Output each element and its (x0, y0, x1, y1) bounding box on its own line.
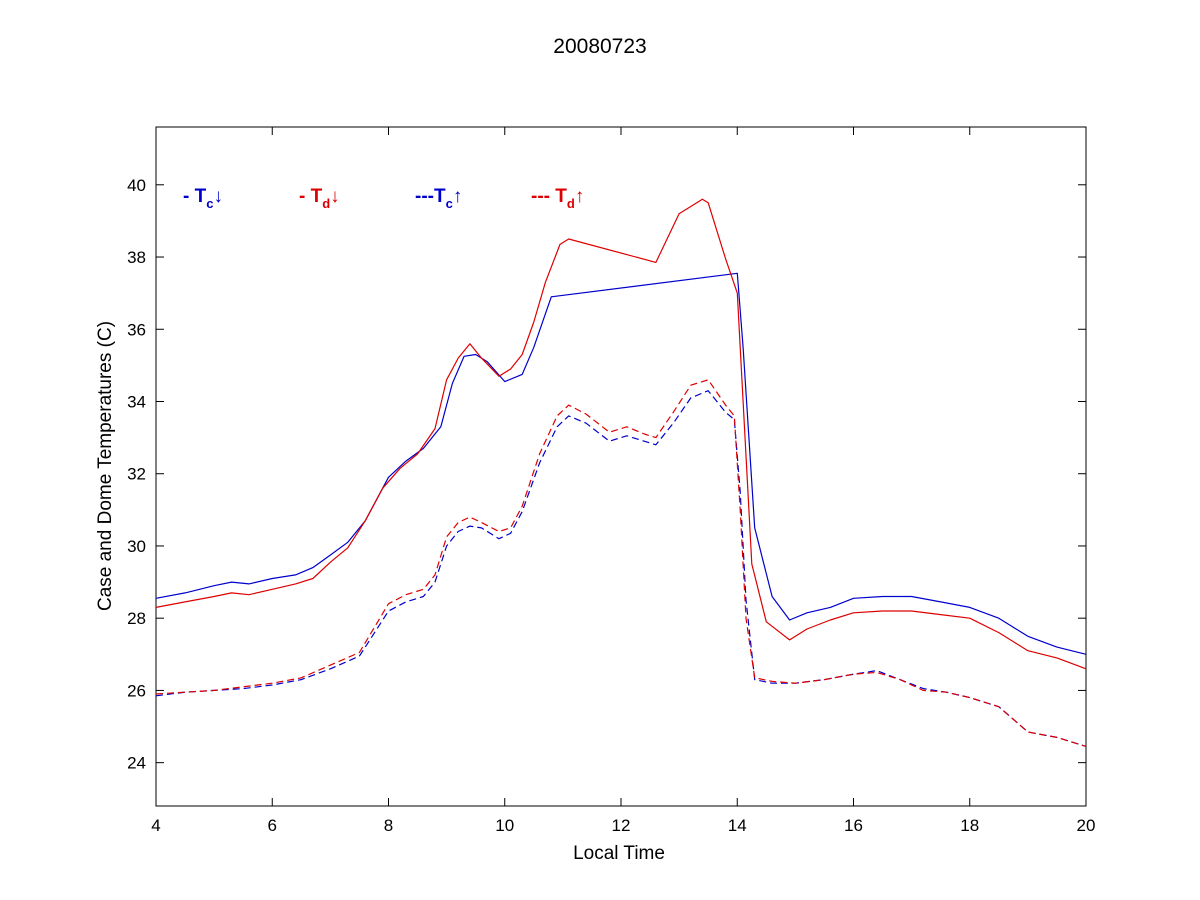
series-layer (155, 198, 1087, 747)
legend: - Tc↓ - Td↓ ---Tc↑ --- Td↑ (183, 186, 584, 211)
legend-entry-4: --- Td↑ (531, 186, 584, 211)
y-tick-label: 34 (127, 392, 146, 411)
series-line-2-dome-solid (155, 198, 1087, 670)
x-axis-title: Local Time (573, 843, 665, 864)
plot-area: 4 6 8 10 12 14 16 18 20 24 26 28 30 32 34 36 38 40 - Tc↓… (127, 126, 1095, 835)
y-tick-label: 28 (127, 609, 146, 628)
legend-entry-2: - Td↓ (299, 186, 340, 211)
x-tick-label: 6 (268, 816, 277, 835)
legend-entry-3: ---Tc↑ (415, 186, 462, 211)
series-line-4-dome-dashed (155, 379, 1087, 747)
series-line-3-case-dashed (155, 390, 1087, 747)
y-tick-label: 36 (127, 320, 146, 339)
x-tick-label: 12 (612, 816, 631, 835)
chart-title: 20080723 (553, 35, 646, 58)
legend-entry-1: - Tc↓ (183, 186, 223, 211)
x-tick-label: 18 (960, 816, 979, 835)
x-tick-label: 10 (495, 816, 514, 835)
y-axis-title: Case and Dome Temperatures (C) (95, 321, 116, 611)
y-tick-label: 38 (127, 248, 146, 267)
y-tick-label: 40 (127, 176, 146, 195)
x-axis-ticks: 4 6 8 10 12 14 16 18 20 (151, 127, 1095, 835)
y-tick-label: 32 (127, 465, 146, 484)
y-tick-label: 30 (127, 537, 146, 556)
series-line-1-case-solid (155, 272, 1087, 655)
x-tick-label: 4 (151, 816, 160, 835)
x-tick-label: 8 (384, 816, 393, 835)
y-axis-ticks: 24 26 28 30 32 34 36 38 40 (127, 176, 1086, 773)
y-tick-label: 24 (127, 754, 146, 773)
x-tick-label: 20 (1077, 816, 1096, 835)
x-tick-label: 14 (728, 816, 747, 835)
y-tick-label: 26 (127, 681, 146, 700)
x-tick-label: 16 (844, 816, 863, 835)
